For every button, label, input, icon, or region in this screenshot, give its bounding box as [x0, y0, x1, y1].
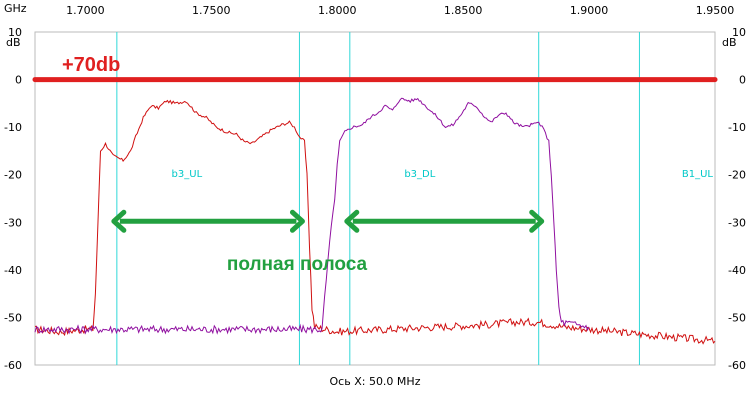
y-tick-label-left: -30	[4, 216, 22, 229]
y-tick-label-left: 0	[15, 74, 22, 87]
y-unit-label-left: dB	[6, 36, 21, 49]
y-tick-label-left: -40	[4, 264, 22, 277]
y-tick-label-right: -50	[728, 311, 746, 324]
y-tick-label-right: -30	[728, 216, 746, 229]
axis-ticks: 1.7000 1.7500 1.8000 1.8500 1.9000 1.9500 10 10…	[4, 4, 746, 372]
bandwidth-arrow	[344, 209, 545, 233]
y-tick-label-right: -60	[728, 359, 746, 372]
marker-label: b3_UL	[172, 169, 203, 180]
x-axis-label: Ось X: 50.0 MHz	[330, 375, 421, 388]
y-tick-label-left: -60	[4, 359, 22, 372]
x-tick-label: 1.7500	[192, 4, 231, 17]
x-tick-label: 1.7000	[66, 4, 105, 17]
y-tick-label-right: -10	[728, 121, 746, 134]
y-unit-label-right: dB	[722, 36, 737, 49]
y-tick-label-left: -20	[4, 169, 22, 182]
reference-line-label: +70db	[62, 54, 120, 76]
x-tick-label: 1.9500	[696, 4, 735, 17]
marker-lines: b3_UL b3_DL B1_UL	[116, 32, 714, 365]
y-tick-label-right: -20	[728, 169, 746, 182]
bandwidth-arrow	[111, 209, 305, 233]
y-tick-label-right: -40	[728, 264, 746, 277]
marker-label: b3_DL	[404, 169, 435, 180]
y-tick-label-right: 10	[732, 26, 746, 39]
y-tick-label-left: 10	[8, 26, 22, 39]
x-tick-label: 1.8500	[444, 4, 483, 17]
y-tick-label-left: -10	[4, 121, 22, 134]
series-lines	[34, 97, 716, 345]
y-tick-label-left: -50	[4, 311, 22, 324]
bandwidth-label: полная полоса	[227, 254, 368, 275]
x-tick-label: 1.8000	[318, 4, 357, 17]
series-line	[34, 97, 590, 335]
y-tick-label-right: 0	[739, 74, 746, 87]
x-unit-label: GHz	[4, 2, 27, 15]
series-line	[34, 99, 716, 345]
bandwidth-arrows	[111, 209, 545, 233]
x-tick-label: 1.9000	[570, 4, 609, 17]
marker-label: B1_UL	[682, 169, 714, 180]
plot-area	[34, 31, 716, 366]
